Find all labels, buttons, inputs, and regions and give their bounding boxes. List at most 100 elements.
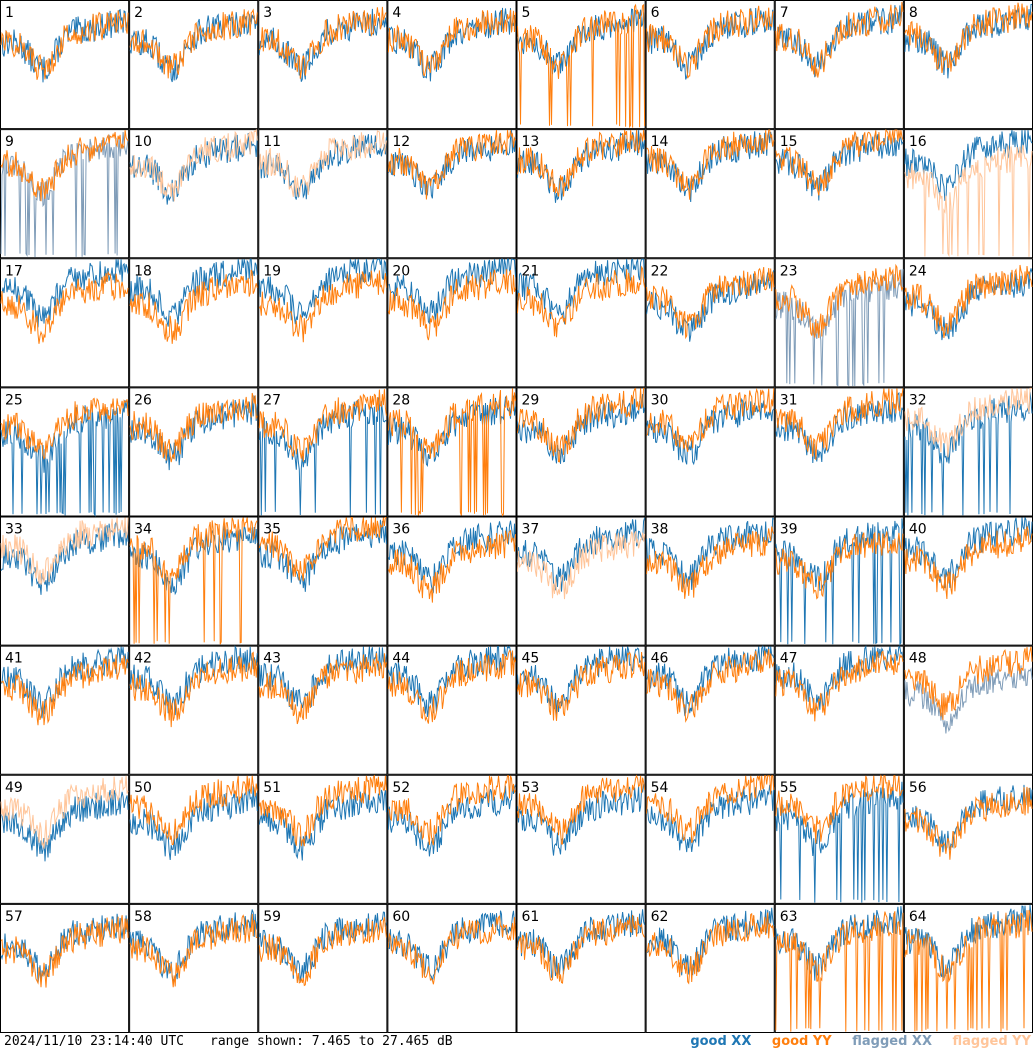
panel-label: 41 [5,651,23,667]
panel-label: 6 [651,5,660,21]
panel-label: 45 [522,651,540,667]
panel-25: 25 [0,387,130,518]
panel-17: 17 [0,258,130,388]
trace-yy [775,650,904,722]
trace-yy [517,265,646,338]
panel-frame [645,516,775,646]
panel-11: 11 [258,129,388,259]
trace-yy [0,654,129,726]
panel-18: 18 [129,258,259,388]
panel-42: 42 [129,644,259,775]
trace-yy [129,913,258,988]
panel-frame [258,516,388,646]
trace-yy [904,144,1033,258]
trace-xx [0,8,129,83]
panel-frame [516,516,646,646]
panel-23: 23 [774,258,904,388]
panel-47: 47 [774,644,904,775]
panel-21: 21 [516,258,646,388]
panel-label: 40 [909,522,927,538]
panel-frame [129,129,259,259]
trace-yy [387,529,516,603]
panel-frame [387,258,517,388]
panel-frame [516,903,646,1033]
trace-yy [258,917,387,987]
legend: good XX good YY flagged XX flagged YY [674,1034,1031,1049]
trace-yy [387,130,516,200]
panel-label: 38 [651,522,669,538]
panel-label: 1 [5,5,14,21]
panel-label: 48 [909,651,927,667]
panel-label: 42 [134,651,152,667]
panel-label: 47 [780,651,798,667]
trace-xx [129,909,258,983]
panel-label: 13 [522,134,540,150]
trace-xx [129,644,258,716]
panel-frame [129,645,259,775]
trace-yy [129,517,258,645]
trace-xx [646,7,775,80]
panel-frame [645,903,775,1033]
panel-60: 60 [387,903,517,1033]
trace-yy [775,911,904,1032]
panel-12: 12 [387,129,517,259]
panel-frame [774,129,904,259]
trace-xx [517,258,646,325]
trace-xx [904,517,1033,589]
trace-xx [258,134,387,200]
trace-xx [388,258,516,325]
panel-9: 9 [0,129,130,259]
panel-62: 62 [645,903,775,1033]
trace-xx [904,904,1033,979]
panel-27: 27 [258,387,388,517]
panel-frame [774,258,904,388]
panel-frame [774,774,904,904]
trace-xx [129,258,258,327]
panel-frame [516,129,646,259]
panel-label: 15 [780,134,798,150]
trace-yy [646,912,775,985]
panel-frame [645,0,775,130]
trace-yy [517,774,646,845]
panel-56: 56 [903,774,1033,904]
panel-55: 55 [774,774,904,904]
panel-10: 10 [129,128,259,259]
panel-31: 31 [774,387,904,517]
trace-yy [258,270,387,343]
panel-frame [258,0,388,130]
trace-yy [646,267,775,340]
panel-label: 60 [392,909,410,925]
panel-24: 24 [903,258,1033,388]
trace-yy [0,397,129,460]
panel-64: 64 [903,903,1033,1033]
panel-40: 40 [903,516,1033,646]
panel-frame [129,0,259,130]
panel-44: 44 [387,645,517,775]
panel-3: 3 [258,0,388,130]
panel-22: 22 [645,258,775,388]
trace-xx [387,395,516,467]
trace-yy [258,6,387,79]
trace-yy [0,130,129,202]
panel-30: 30 [645,387,775,517]
panel-5: 5 [516,0,646,130]
panel-frame [645,129,775,259]
panel-label: 61 [522,909,540,925]
trace-yy [904,646,1033,721]
panel-39: 39 [774,516,904,647]
panel-label: 9 [5,134,14,150]
panel-54: 54 [645,774,775,904]
panel-35: 35 [258,516,388,646]
trace-yy [129,269,258,344]
trace-yy [646,5,774,79]
trace-yy [258,517,387,582]
trace-xx [646,907,775,976]
trace-xx [775,131,904,201]
trace-xx [775,781,904,903]
panel-label: 2 [134,5,143,21]
panel-label: 57 [5,909,23,925]
trace-yy [0,517,129,585]
trace-xx [258,8,387,82]
panel-frame [516,387,646,517]
trace-yy [258,652,387,725]
